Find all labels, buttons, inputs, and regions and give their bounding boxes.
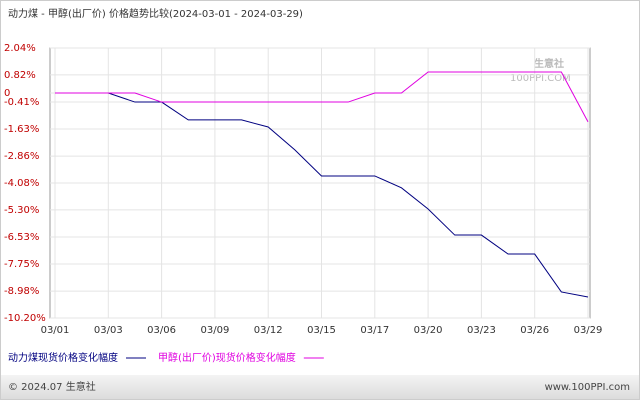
legend-label: 动力煤现货价格变化幅度 [8,351,118,364]
x-tick-label: 03/20 [414,325,443,336]
footer-bg [1,375,639,399]
y-tick-label: -10.20% [4,313,46,324]
x-tick-label: 03/23 [467,325,496,336]
x-tick-label: 03/09 [200,325,229,336]
x-tick-label: 03/06 [147,325,176,336]
y-tick-label: -6.53% [4,232,39,243]
x-tick-label: 03/12 [254,325,283,336]
y-tick-label: -7.75% [4,259,39,270]
x-tick-label: 03/01 [41,325,70,336]
y-tick-label: 2.04% [4,43,36,54]
y-tick-label: -5.30% [4,205,39,216]
footer-copyright: © 2024.07 生意社 [8,380,96,393]
y-tick-label: -8.98% [4,286,39,297]
legend-label: 甲醇(出厂价)现货价格变化幅度 [158,351,296,364]
y-tick-label: 0 [4,88,10,99]
chart-title: 动力煤 - 甲醇(出厂价) 价格趋势比较(2024-03-01 - 2024-0… [8,7,303,20]
watermark-name: 生意社 [534,57,564,70]
x-tick-label: 03/26 [520,325,549,336]
footer-site: www.100PPI.com [545,382,630,393]
x-tick-label: 03/03 [94,325,123,336]
x-tick-label: 03/29 [574,325,603,336]
y-tick-label: -0.41% [4,97,39,108]
y-tick-label: -2.86% [4,151,39,162]
series-line [55,71,589,123]
y-tick-label: -4.08% [4,178,39,189]
x-tick-label: 03/15 [307,325,336,336]
watermark-url: 100PPI.COM [510,73,571,84]
series-line [55,92,589,298]
x-tick-label: 03/17 [360,325,389,336]
y-tick-label: 0.82% [4,70,36,81]
y-tick-label: -1.63% [4,124,39,135]
